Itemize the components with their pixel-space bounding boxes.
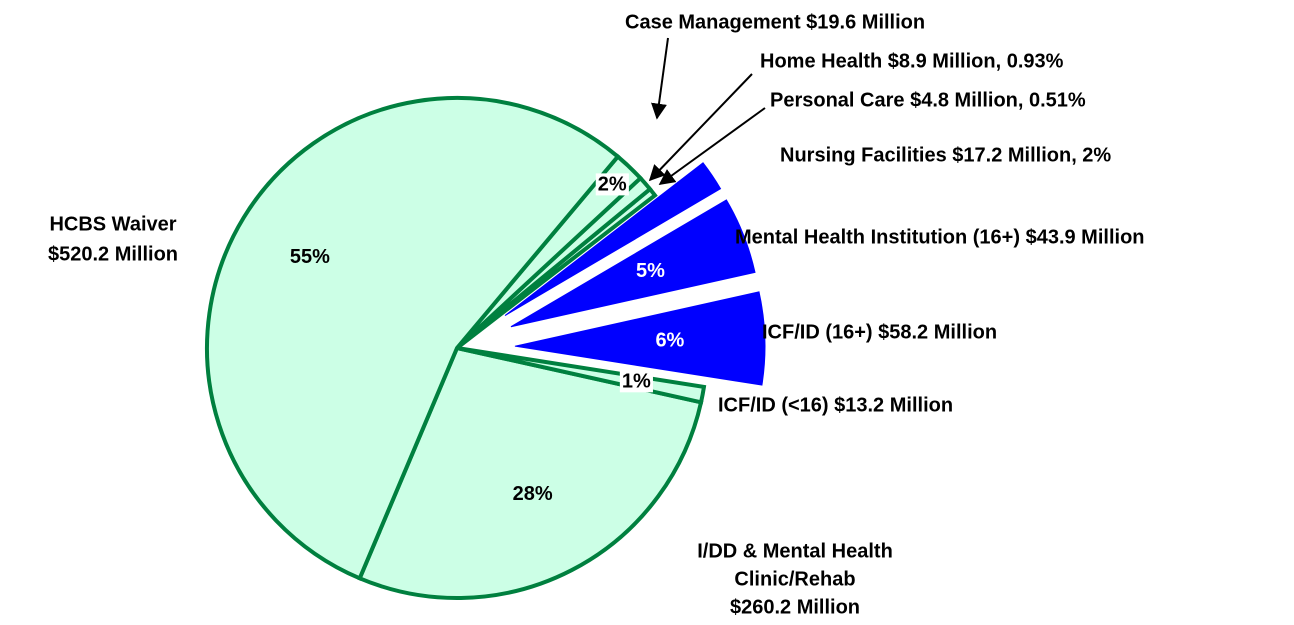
category-label: Personal Care $4.8 Million, 0.51% <box>770 89 1086 111</box>
value-label: 28% <box>513 483 553 505</box>
category-label: Nursing Facilities $17.2 Million, 2% <box>780 144 1111 166</box>
category-label: Clinic/Rehab <box>734 568 855 590</box>
leader-arrow <box>648 73 753 182</box>
category-label: Mental Health Institution (16+) $43.9 Mi… <box>735 226 1145 248</box>
value-label: 2% <box>598 173 627 195</box>
value-label: 1% <box>622 370 651 392</box>
leader-arrow <box>651 37 669 120</box>
value-label: 5% <box>636 260 665 282</box>
value-label: 6% <box>655 330 684 352</box>
leader-arrow <box>658 107 766 185</box>
slices <box>205 96 766 600</box>
pie-slice <box>357 345 704 600</box>
category-label: HCBS Waiver <box>49 213 176 235</box>
pie-slice <box>514 291 766 386</box>
category-label: Case Management $19.6 Million <box>625 11 925 33</box>
category-label: ICF/ID (<16) $13.2 Million <box>718 394 953 416</box>
value-label-bg <box>595 173 629 196</box>
value-label-bg <box>619 370 653 393</box>
pie-slice <box>205 96 621 581</box>
pie-slice <box>504 162 722 316</box>
category-label: $520.2 Million <box>48 243 178 265</box>
pie-slice <box>510 199 756 328</box>
category-label: $260.2 Million <box>730 596 860 618</box>
category-label: I/DD & Mental Health <box>697 540 893 562</box>
labels: 28% I/DD & Mental Health Clinic/Rehab $260.… <box>48 11 1145 618</box>
category-label: ICF/ID (16+) $58.2 Million <box>762 321 997 343</box>
category-label: Home Health $8.9 Million, 0.93% <box>760 50 1064 72</box>
value-label: 55% <box>290 246 330 268</box>
